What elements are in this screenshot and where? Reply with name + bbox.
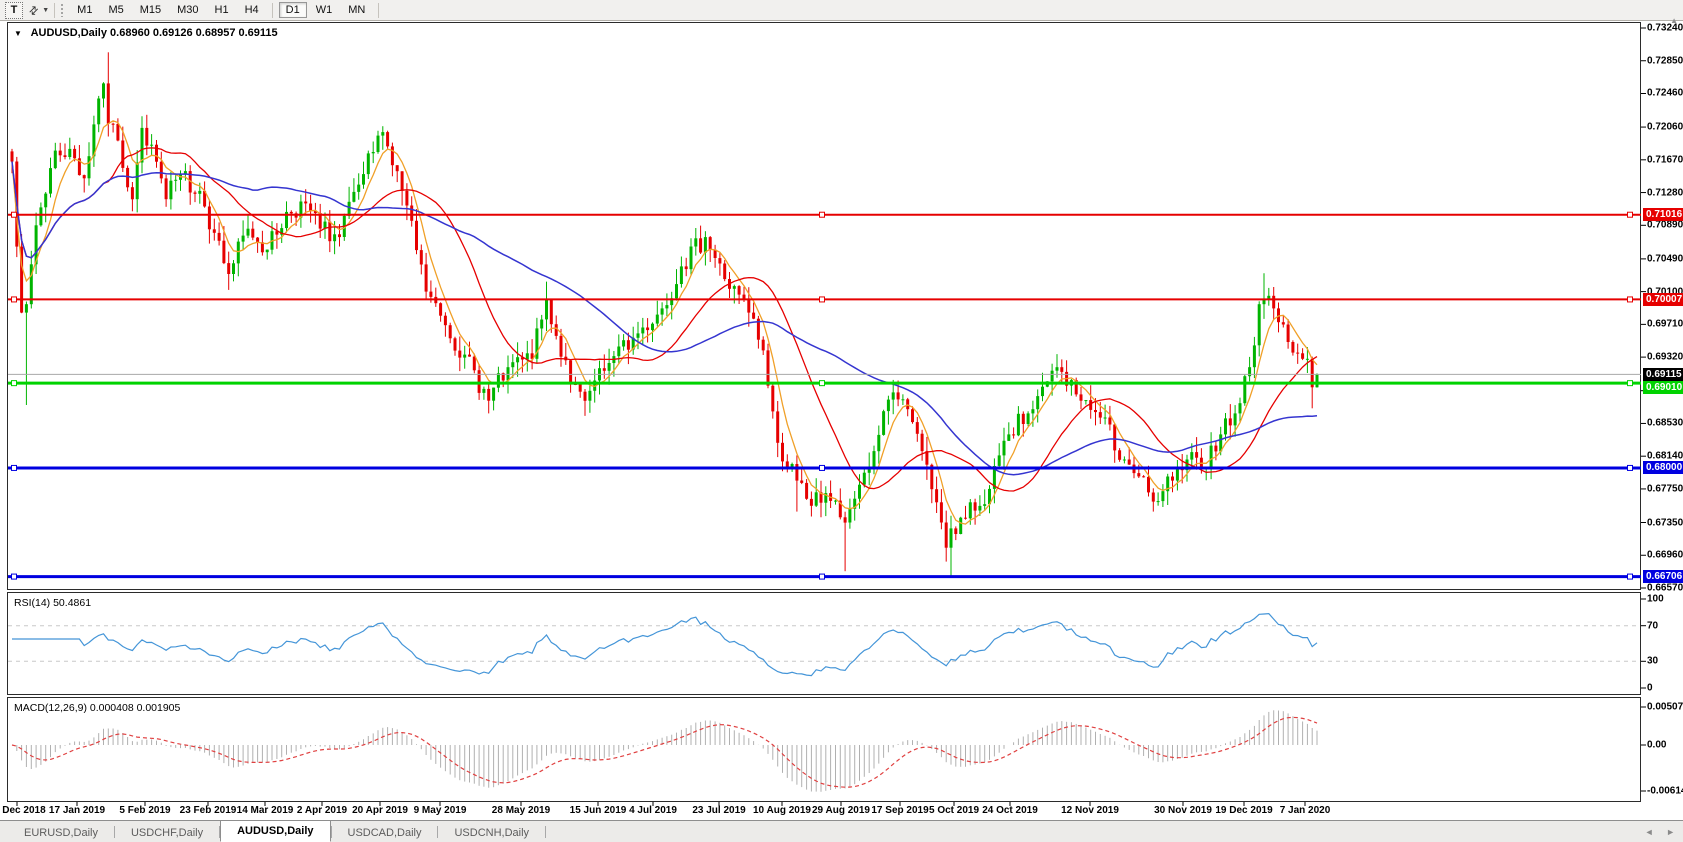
- chart-title: ▼ AUDUSD,Daily 0.68960 0.69126 0.68957 0…: [14, 27, 278, 39]
- tab-separator: [437, 825, 439, 838]
- price-tick-label: 0.67750: [1647, 483, 1683, 495]
- tab-separator: [219, 825, 221, 838]
- price-tick-label: 0.69710: [1647, 318, 1683, 330]
- price-line-badge: 0.69010: [1643, 380, 1683, 394]
- price-tick-label: 0.70100: [1647, 286, 1683, 298]
- price-tick-label: 0.69320: [1647, 351, 1683, 363]
- date-tick-label: 15 Jun 2019: [569, 805, 627, 816]
- tab-usdchf[interactable]: USDCHF,Daily: [130, 827, 204, 839]
- date-tick-label: 14 Mar 2019: [236, 805, 294, 816]
- tab-separator: [113, 825, 115, 838]
- timeframe-button-d1[interactable]: D1: [278, 2, 307, 18]
- date-tick-label: 24 Oct 2019: [982, 805, 1038, 816]
- rsi-panel[interactable]: [7, 592, 1641, 695]
- price-tick-label: 0.71670: [1647, 154, 1683, 166]
- date-tick-label: 23 Feb 2019: [179, 805, 237, 816]
- date-tick-label: 20 Apr 2019: [352, 805, 408, 816]
- rsi-tick-label: 70: [1647, 620, 1659, 632]
- macd-tick-label: -0.006148: [1647, 785, 1683, 797]
- tab-audusd[interactable]: AUDUSD,Daily: [220, 820, 331, 842]
- toolbar: T ⇄ ▼ M1 M5 M15 M30 H1 H4 D1 W1 MN: [0, 0, 1683, 21]
- price-tick-label: 0.71280: [1647, 187, 1683, 199]
- arrows-icon[interactable]: ⇄: [26, 2, 42, 18]
- price-tick-label: 0.72850: [1647, 55, 1683, 67]
- date-tick-label: 28 May 2019: [491, 805, 551, 816]
- price-tick-label: 0.67350: [1647, 517, 1683, 528]
- tab-scroll-right-icon[interactable]: ►: [1666, 827, 1675, 837]
- date-tick-label: 23 Jul 2019: [692, 805, 746, 816]
- timeframe-button-m15[interactable]: M15: [139, 4, 162, 16]
- date-tick-label: 5 Feb 2019: [119, 805, 171, 816]
- timeframe-button-m1[interactable]: M1: [77, 4, 93, 16]
- tab-scroll-arrows: ◄ ►: [1635, 827, 1675, 837]
- date-tick-label: 12 Nov 2019: [1061, 805, 1119, 816]
- toolbar-separator: [271, 2, 273, 18]
- price-tick-label: 0.73240: [1647, 22, 1683, 34]
- rsi-tick-label: 30: [1647, 655, 1659, 667]
- timeframe-button-group: M1 M5 M15 M30 H1 H4 D1 W1 MN: [69, 2, 384, 18]
- tab-separator: [330, 825, 332, 838]
- price-tick-label: 0.68530: [1647, 417, 1683, 429]
- tab-scroll-left-icon[interactable]: ◄: [1644, 827, 1654, 837]
- tab-eurusd[interactable]: EURUSD,Daily: [24, 827, 98, 839]
- macd-tick-label: 0.005076: [1647, 701, 1683, 713]
- price-tick-label: 0.68140: [1647, 450, 1683, 462]
- macd-panel[interactable]: [7, 697, 1641, 802]
- toolbar-separator: [54, 2, 56, 18]
- price-line-badge: 0.69115: [1643, 367, 1683, 381]
- toolbar-separator: [378, 2, 380, 18]
- chart-ohlc-values: 0.68960 0.69126 0.68957 0.69115: [110, 27, 278, 39]
- price-tick-label: 0.70890: [1647, 219, 1683, 231]
- date-tick-label: 7 Jan 2020: [1279, 805, 1331, 816]
- timeframe-button-w1[interactable]: W1: [315, 4, 333, 16]
- tab-separator: [545, 825, 547, 838]
- date-tick-label: 19 Dec 2019: [1215, 805, 1273, 816]
- price-tick-label: 0.66960: [1647, 549, 1683, 561]
- text-tool-button[interactable]: T: [5, 1, 23, 19]
- date-tick-label: 29 Dec 2018: [0, 805, 46, 816]
- chevron-down-icon[interactable]: ▼: [42, 6, 50, 14]
- price-line-badge: 0.66706: [1643, 570, 1683, 584]
- date-tick-label: 17 Sep 2019: [871, 805, 929, 816]
- date-tick-label: 30 Nov 2019: [1154, 805, 1212, 816]
- date-tick-label: 9 May 2019: [413, 805, 467, 816]
- tab-usdcnh[interactable]: USDCNH,Daily: [454, 827, 530, 839]
- timeframe-button-h4[interactable]: H4: [244, 4, 259, 16]
- rsi-indicator-label: RSI(14) 50.4861: [14, 597, 92, 609]
- price-tick-label: 0.70490: [1647, 253, 1683, 265]
- date-tick-label: 5 Oct 2019: [928, 805, 980, 816]
- price-tick-label: 0.72460: [1647, 87, 1683, 99]
- timeframe-button-h1[interactable]: H1: [214, 4, 229, 16]
- chart-symbol-label: AUDUSD,Daily: [30, 27, 107, 39]
- date-tick-label: 17 Jan 2019: [48, 805, 106, 816]
- tab-usdcad[interactable]: USDCAD,Daily: [347, 827, 422, 839]
- price-chart-panel[interactable]: [7, 22, 1641, 590]
- date-tick-label: 2 Apr 2019: [296, 805, 348, 816]
- toolbar-grip-handle[interactable]: [60, 3, 66, 17]
- date-tick-label: 4 Jul 2019: [629, 805, 677, 816]
- rsi-tick-label: 0: [1647, 682, 1653, 694]
- macd-indicator-label: MACD(12,26,9) 0.000408 0.001905: [14, 702, 181, 714]
- timeframe-button-m30[interactable]: M30: [177, 4, 199, 16]
- chart-tab-bar: EURUSD,Daily USDCHF,Daily AUDUSD,Daily USDC…: [0, 820, 1683, 842]
- date-tick-label: 10 Aug 2019: [753, 805, 811, 816]
- timeframe-button-mn[interactable]: MN: [348, 4, 366, 16]
- macd-tick-label: 0.00: [1647, 739, 1667, 751]
- price-tick-label: 0.66570: [1647, 582, 1683, 594]
- price-line-badge: 0.70007: [1643, 292, 1683, 306]
- date-tick-label: 29 Aug 2019: [812, 805, 870, 816]
- price-line-badge: 0.68000: [1643, 461, 1683, 475]
- price-line-badge: 0.71016: [1643, 208, 1683, 222]
- scroll-up-icon[interactable]: ▲: [1670, 16, 1678, 25]
- collapse-icon[interactable]: ▼: [14, 29, 22, 38]
- price-tick-label: 0.72060: [1647, 121, 1683, 133]
- timeframe-button-m5[interactable]: M5: [108, 4, 124, 16]
- rsi-tick-label: 100: [1647, 593, 1664, 605]
